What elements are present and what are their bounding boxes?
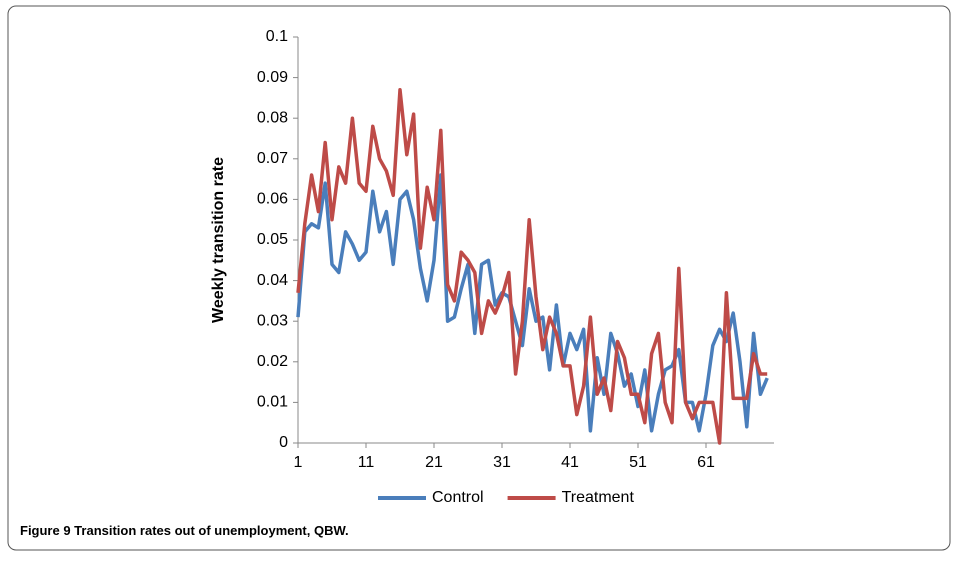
y-tick-label: 0.01 — [257, 394, 288, 411]
y-tick-label: 0.04 — [257, 272, 288, 289]
y-tick-label: 0 — [279, 434, 288, 451]
x-tick-label: 61 — [697, 454, 715, 471]
y-tick-label: 0.05 — [257, 231, 288, 248]
x-tick-label: 21 — [425, 454, 443, 471]
y-tick-label: 0.03 — [257, 312, 288, 329]
y-tick-label: 0.07 — [257, 150, 288, 167]
x-tick-label: 11 — [358, 454, 375, 471]
caption: Figure 9 Transition rates out of unemplo… — [20, 523, 349, 538]
y-tick-label: 0.09 — [257, 69, 288, 86]
x-tick-label: 31 — [493, 454, 511, 471]
y-tick-label: 0.08 — [257, 109, 288, 126]
data-line — [296, 173, 769, 433]
legend-label: Control — [432, 489, 484, 506]
data-line — [296, 88, 768, 445]
figure-frame — [7, 5, 951, 551]
x-tick-label: 41 — [561, 454, 579, 471]
y-tick-label: 0.02 — [257, 353, 288, 370]
y-tick-label: 0.1 — [266, 28, 288, 45]
y-tick-label: 0.06 — [257, 191, 288, 208]
x-tick-label: 51 — [629, 454, 647, 471]
legend-label: Treatment — [562, 489, 635, 506]
x-tick-label: 1 — [294, 454, 303, 471]
y-axis-label: Weekly transition rate — [210, 157, 227, 323]
